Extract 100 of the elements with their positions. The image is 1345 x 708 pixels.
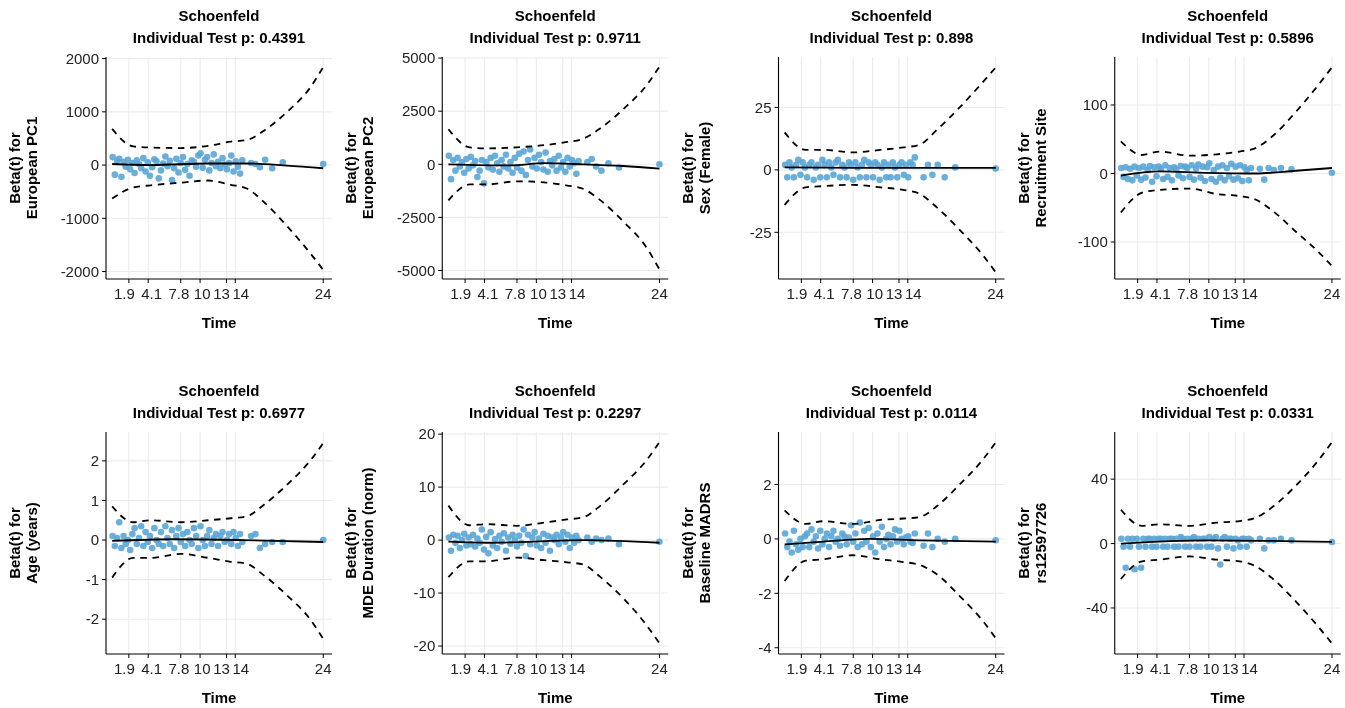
x-tick-label: 4.1 [141,660,163,677]
chart-subtitle: Individual Test p: 0.2297 [469,404,642,421]
x-tick-label: 24 [314,660,332,677]
x-tick-label: 13 [1221,285,1239,302]
y-tick-label: -100 [1077,233,1108,251]
x-tick-label: 7.8 [841,285,862,302]
x-tick-label: 7.8 [841,660,862,677]
y-axis-title: Beta(t) for MDE Duration (norm) [342,467,377,619]
x-tick-label: 4.1 [813,285,835,302]
y-tick-label: 2000 [65,49,99,67]
x-tick-label: 13 [549,660,567,677]
line-series [111,179,325,271]
x-tick-label: 14 [232,285,250,302]
x-tick-label: 4.1 [477,285,499,302]
x-tick-label: 1.9 [113,660,135,677]
y-tick-label: 0 [1099,534,1108,552]
x-tick-label: 1.9 [1122,660,1144,677]
x-tick-label: 1.9 [113,285,135,302]
x-tick-label: 13 [213,660,230,677]
x-tick-label: 4.1 [1150,285,1171,302]
x-axis-title: Time [1210,689,1246,706]
x-axis-title: Time [1210,314,1246,331]
y-tick-label: 0 [763,161,772,179]
x-tick-label: 7.8 [168,285,190,302]
line-series [1120,555,1333,645]
x-tick-label: 10 [1202,285,1220,302]
x-tick-label: 7.8 [1177,285,1199,302]
y-tick-label: -40 [1086,599,1108,617]
line-series [1120,441,1333,527]
chart-subtitle: Individual Test p: 0.4391 [132,29,306,46]
y-tick-label: -1000 [60,209,99,227]
chart-title: Schoenfeld [1187,382,1269,399]
chart-subtitle: Individual Test p: 0.6977 [132,404,306,421]
x-tick-label: 24 [314,285,332,302]
y-axis-title: Beta(t) for Recruitment Site [1014,108,1049,228]
x-tick-label: 24 [1323,285,1341,302]
x-tick-label: 14 [905,660,922,677]
x-tick-label: 10 [530,660,547,677]
x-tick-label: 14 [568,660,586,677]
y-tick-label: 0 [426,531,436,549]
x-tick-label: 10 [530,285,547,302]
x-axis-title: Time [201,689,237,706]
y-tick-label: -1 [85,570,99,588]
y-tick-label: 0 [1099,164,1108,182]
x-tick-label: 4.1 [813,660,835,677]
x-tick-label: 10 [193,285,211,302]
line-series [447,65,661,150]
x-axis-title: Time [874,314,909,331]
line-series [1120,66,1333,157]
x-tick-label: 13 [885,285,903,302]
y-axis-title: Beta(t) for European PC1 [6,116,40,220]
x-tick-label: 4.1 [141,285,163,302]
x-tick-label: 7.8 [504,660,526,677]
chart-subtitle: Individual Test p: 0.0114 [805,404,978,421]
chart-subtitle: Individual Test p: 0.898 [809,29,974,46]
x-axis-title: Time [874,689,909,706]
line-series [447,180,661,271]
y-tick-label: 2500 [401,102,436,120]
x-tick-label: 13 [213,285,230,302]
y-tick-label: 0 [426,155,436,173]
y-tick-label: -2 [85,610,99,628]
y-tick-label: 10 [418,478,436,496]
x-tick-label: 14 [232,660,250,677]
y-tick-label: 40 [1091,470,1108,488]
x-tick-label: 10 [866,285,884,302]
x-tick-label: 13 [549,285,567,302]
y-tick-label: 100 [1082,96,1108,114]
chart-title: Schoenfeld [514,382,596,399]
y-tick-label: -2000 [60,262,99,280]
x-tick-label: 24 [651,660,668,677]
line-series [111,66,325,149]
chart-title: Schoenfeld [851,382,932,399]
chart-title: Schoenfeld [514,7,596,24]
chart-title: Schoenfeld [178,382,260,399]
y-tick-label: 2 [763,475,772,493]
y-tick-label: 1 [90,491,99,509]
x-tick-label: 7.8 [1177,660,1199,677]
y-axis-title: Beta(t) for rs12597726 [1014,502,1049,584]
x-tick-label: 14 [905,285,922,302]
x-tick-label: 1.9 [1122,285,1144,302]
y-tick-label: -5000 [396,261,436,279]
x-tick-label: 13 [1221,660,1239,677]
y-tick-label: 20 [418,425,436,443]
x-tick-label: 14 [568,285,586,302]
y-tick-label: 2 [90,452,99,470]
x-axis-title: Time [537,314,573,331]
y-tick-label: 0 [90,156,99,174]
line-series [447,556,661,645]
x-tick-label: 10 [1202,660,1220,677]
y-tick-label: -2 [758,584,772,602]
y-axis-title: Beta(t) for European PC2 [342,116,377,220]
chart-subtitle: Individual Test p: 0.5896 [1141,29,1314,46]
x-tick-label: 7.8 [168,660,190,677]
line-series [111,552,325,640]
y-axis-title: Beta(t) for Baseline MADRS [678,482,713,604]
y-tick-label: 5000 [401,49,436,67]
chart-subtitle: Individual Test p: 0.9711 [469,29,641,46]
x-tick-label: 1.9 [786,285,808,302]
x-tick-label: 10 [193,660,211,677]
y-axis-title: Beta(t) for Age (years) [6,502,40,584]
